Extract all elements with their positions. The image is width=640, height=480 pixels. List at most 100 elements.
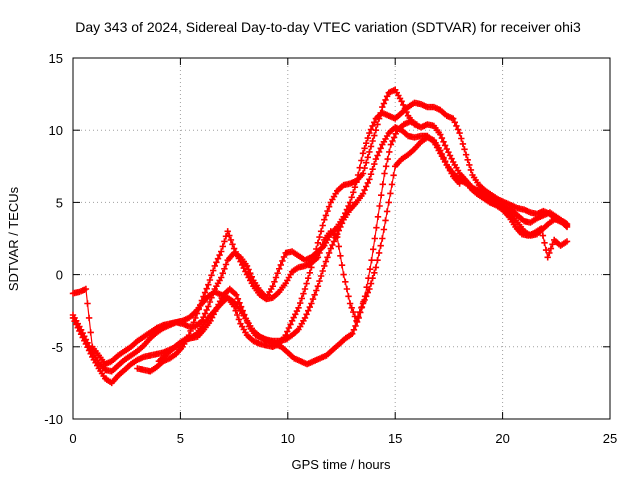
data-point	[361, 145, 368, 152]
data-point	[375, 249, 383, 257]
data-point	[379, 235, 386, 242]
data-point	[367, 143, 375, 150]
data-point	[306, 303, 313, 311]
data-point	[303, 311, 310, 318]
data-point	[363, 140, 370, 147]
data-point	[317, 228, 325, 235]
data-point	[373, 224, 380, 231]
data-point	[198, 317, 206, 324]
data-point	[350, 326, 358, 333]
data-point	[450, 115, 457, 122]
data-point	[372, 264, 380, 271]
data-point	[461, 146, 468, 153]
x-tick-label: 25	[603, 431, 617, 446]
data-point	[206, 276, 214, 284]
data-point	[367, 280, 375, 287]
data-point	[189, 323, 196, 330]
data-point	[383, 208, 391, 215]
data-point	[374, 152, 381, 159]
data-point	[324, 207, 331, 215]
data-point	[381, 170, 388, 177]
data-point	[316, 277, 323, 285]
data-point	[358, 303, 366, 311]
data-point	[390, 172, 397, 179]
data-point	[454, 126, 462, 133]
x-axis-label: GPS time / hours	[292, 457, 391, 472]
data-point	[379, 181, 386, 188]
data-point	[234, 295, 242, 302]
data-point	[79, 334, 86, 341]
data-point	[456, 129, 463, 137]
data-point	[208, 314, 216, 321]
data-point	[345, 202, 352, 210]
data-point	[190, 319, 197, 326]
data-point	[343, 285, 351, 293]
data-point	[451, 119, 458, 126]
data-point	[361, 186, 368, 194]
data-point	[563, 222, 571, 229]
data-point	[319, 267, 326, 275]
series-trace-5	[155, 118, 420, 368]
data-point	[342, 278, 349, 285]
data-point	[356, 164, 363, 171]
data-point	[210, 290, 217, 297]
data-point	[330, 238, 338, 245]
data-point	[440, 154, 447, 161]
data-point	[203, 306, 210, 314]
data-point	[324, 254, 331, 261]
data-point	[239, 307, 246, 314]
y-tick-label: -5	[51, 340, 63, 355]
data-point	[314, 254, 322, 261]
data-point	[398, 98, 405, 105]
data-point	[440, 138, 447, 145]
data-point	[366, 148, 373, 156]
data-point	[464, 156, 471, 163]
data-point	[363, 284, 370, 291]
data-point	[84, 300, 91, 307]
data-point	[222, 261, 230, 268]
data-point	[211, 262, 218, 270]
data-point	[200, 293, 207, 300]
data-point	[365, 275, 372, 282]
data-point	[382, 163, 390, 170]
data-point	[384, 155, 391, 163]
data-point	[229, 241, 236, 248]
data-point	[237, 303, 245, 310]
chart-title: Day 343 of 2024, Sidereal Day-to-day VTE…	[75, 19, 581, 35]
data-point	[230, 245, 238, 252]
data-point	[345, 293, 352, 300]
y-axis-label: SDTVAR / TECUs	[6, 186, 21, 291]
data-point	[321, 216, 328, 223]
data-point	[335, 243, 342, 250]
data-point	[359, 150, 367, 157]
data-point	[198, 297, 206, 304]
data-point	[271, 278, 278, 285]
series-trace-6	[467, 184, 571, 261]
data-point	[385, 199, 392, 206]
y-tick-label: 15	[49, 51, 63, 66]
data-point	[382, 96, 389, 104]
data-point	[352, 322, 359, 330]
data-point	[370, 246, 377, 253]
data-point	[197, 301, 204, 309]
data-point	[279, 257, 286, 265]
data-point	[226, 232, 233, 239]
data-point	[366, 129, 373, 137]
plot-frame	[72, 57, 611, 420]
data-point	[325, 249, 333, 257]
data-point	[319, 222, 326, 229]
data-point	[368, 257, 375, 264]
data-point	[351, 184, 359, 191]
data-point	[200, 314, 207, 321]
data-point	[322, 212, 330, 219]
data-point	[563, 238, 571, 245]
data-point	[305, 307, 312, 314]
data-point	[437, 131, 444, 138]
data-point	[378, 192, 385, 199]
data-point	[379, 103, 386, 111]
data-point	[73, 321, 80, 328]
data-point	[355, 314, 362, 322]
data-point	[210, 267, 217, 274]
data-point	[361, 293, 369, 300]
